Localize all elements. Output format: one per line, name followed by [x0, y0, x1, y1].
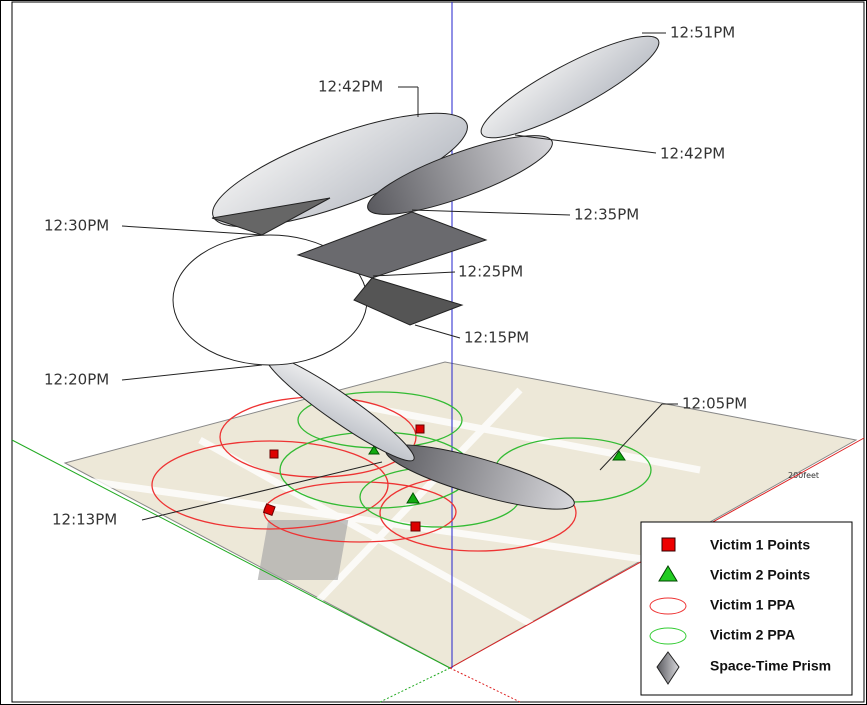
- legend-label: Victim 1 PPA: [710, 597, 795, 613]
- legend-label: Victim 2 PPA: [710, 627, 795, 643]
- time-label: 12:30PM: [44, 217, 109, 235]
- legend-label: Victim 2 Points: [710, 567, 810, 583]
- victim1-points: [262, 424, 425, 532]
- time-labels: 12:51PM 12:42PM 12:42PM 12:35PM 12:30PM …: [44, 24, 747, 529]
- legend-symbol: [661, 537, 676, 552]
- legend-label: Space-Time Prism: [710, 658, 831, 674]
- legend-symbol: [649, 597, 687, 615]
- legend-symbol: [649, 627, 687, 645]
- time-label: 12:42PM: [318, 78, 383, 96]
- axis-green: [11, 439, 451, 669]
- time-label: 12:05PM: [682, 395, 747, 413]
- legend-symbol: [658, 565, 678, 582]
- axis-green-neg: [379, 667, 451, 703]
- legend-symbol: [656, 651, 680, 685]
- time-label: 12:20PM: [44, 371, 109, 389]
- map-scale: 200feet: [788, 471, 819, 480]
- legend: Victim 1 Points Victim 2 Points Victim 1…: [640, 521, 853, 696]
- time-label: 12:13PM: [52, 511, 117, 529]
- time-label: 12:42PM: [660, 145, 725, 163]
- map-building: [257, 520, 349, 580]
- time-label: 12:51PM: [670, 24, 735, 42]
- leader-lines: [121, 32, 678, 521]
- victim2-points: [368, 445, 626, 504]
- axis-red-neg: [449, 667, 521, 703]
- space-time-prisms: [172, 35, 660, 510]
- legend-label: Victim 1 Points: [710, 537, 810, 553]
- time-label: 12:35PM: [574, 206, 639, 224]
- time-label: 12:15PM: [464, 329, 529, 347]
- map-streets: [79, 387, 701, 644]
- time-label: 12:25PM: [458, 263, 523, 281]
